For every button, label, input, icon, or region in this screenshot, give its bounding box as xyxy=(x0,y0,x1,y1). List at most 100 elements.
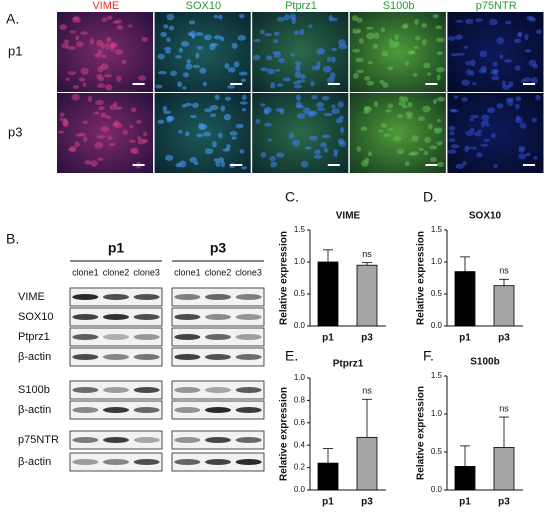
band xyxy=(235,334,262,340)
band xyxy=(174,354,201,360)
cell xyxy=(408,50,416,55)
cell xyxy=(210,42,219,47)
cell xyxy=(484,123,490,127)
band xyxy=(205,407,231,413)
micrograph xyxy=(349,12,446,92)
cell xyxy=(213,158,219,162)
band xyxy=(174,334,201,340)
band xyxy=(103,294,129,300)
cell xyxy=(387,66,394,71)
protein-label: S100b xyxy=(18,384,50,396)
cell xyxy=(267,68,276,75)
blot xyxy=(69,327,163,347)
cell xyxy=(387,127,394,132)
cell xyxy=(95,99,104,106)
cell xyxy=(100,63,109,70)
cell xyxy=(227,84,236,89)
cell xyxy=(453,95,459,99)
protein-label: β-actin xyxy=(18,351,51,363)
y-tick-label: 1.5 xyxy=(294,225,306,234)
cell xyxy=(71,93,80,101)
band xyxy=(103,459,129,465)
clone-label: clone1 xyxy=(72,267,99,277)
cell xyxy=(300,74,306,80)
cell xyxy=(372,43,379,49)
cell xyxy=(90,160,98,167)
cell xyxy=(129,124,134,129)
cell xyxy=(309,135,318,141)
column-header: SOX10 xyxy=(186,0,221,12)
cell xyxy=(335,118,344,124)
cell xyxy=(96,39,103,47)
cell xyxy=(447,149,457,154)
y-axis-label: Relative expression xyxy=(416,231,427,325)
cell xyxy=(270,161,278,168)
cell xyxy=(210,113,217,118)
y-tick-label: 1.0 xyxy=(294,373,306,382)
cell xyxy=(493,163,498,168)
band xyxy=(72,354,99,360)
protein-label: Ptprz1 xyxy=(18,331,50,343)
chart-title: S100b xyxy=(470,357,499,368)
band xyxy=(174,459,201,465)
cell xyxy=(428,123,433,130)
clone-label: clone1 xyxy=(174,267,201,277)
cell xyxy=(162,105,168,112)
cell xyxy=(304,146,312,150)
cell xyxy=(163,24,169,29)
cell xyxy=(228,67,236,73)
cell xyxy=(67,46,76,50)
cell xyxy=(417,116,425,122)
cell xyxy=(465,18,474,25)
x-tick-label: p1 xyxy=(322,497,334,508)
cell xyxy=(455,19,464,23)
micrographs: VIME SOX10 Ptprz1 S100b p75NTR p1 p3 xyxy=(8,0,544,173)
cell xyxy=(276,16,285,22)
cell xyxy=(435,25,443,30)
cell xyxy=(213,35,222,40)
cell xyxy=(423,150,429,156)
cell xyxy=(352,48,361,53)
cell xyxy=(430,157,437,163)
y-tick-label: 0.5 xyxy=(431,289,443,298)
cell xyxy=(189,114,197,119)
cell xyxy=(185,63,193,70)
cell xyxy=(239,14,245,19)
cell xyxy=(166,13,175,21)
cell xyxy=(87,95,93,102)
cell xyxy=(479,50,488,58)
cell xyxy=(449,108,457,113)
cell xyxy=(186,58,192,64)
cell xyxy=(163,110,172,115)
cell xyxy=(276,83,284,88)
cell xyxy=(465,130,475,136)
cell xyxy=(138,75,147,81)
cell xyxy=(455,163,464,169)
cell xyxy=(356,146,362,152)
cell xyxy=(270,82,276,89)
cell xyxy=(407,152,416,156)
cell xyxy=(82,136,88,143)
cell xyxy=(267,138,273,142)
cell xyxy=(269,156,276,162)
cell xyxy=(314,149,321,155)
cell xyxy=(105,84,113,91)
cell xyxy=(360,126,368,131)
cell xyxy=(320,142,327,148)
cell xyxy=(187,32,193,36)
cell xyxy=(264,122,273,127)
cell xyxy=(177,81,183,88)
cell xyxy=(253,38,261,43)
cell xyxy=(84,160,92,165)
y-tick-label: 1.0 xyxy=(431,257,443,266)
cell xyxy=(322,65,332,73)
cell xyxy=(213,14,218,19)
cell xyxy=(317,107,326,111)
cell xyxy=(292,139,301,147)
cell xyxy=(229,131,238,136)
band xyxy=(103,387,129,393)
cell xyxy=(73,17,78,21)
band xyxy=(103,314,129,320)
cell xyxy=(475,18,483,23)
